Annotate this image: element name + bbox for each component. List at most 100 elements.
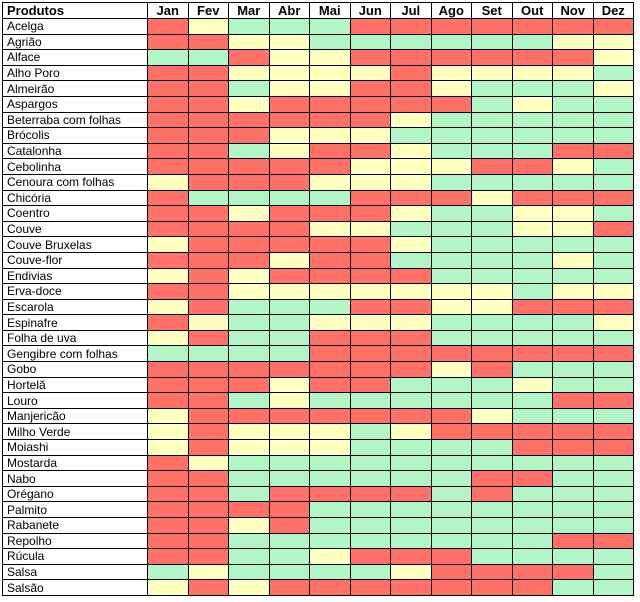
availability-cell <box>268 517 310 534</box>
availability-cell <box>268 189 310 207</box>
produce-month-grid: Produtos Jan Fev Mar Abr Mai Jun Jul Ago Set Out N… <box>2 2 634 596</box>
table-row: Moiashi <box>2 439 634 456</box>
availability-cell <box>511 501 553 518</box>
availability-cell <box>187 49 229 66</box>
availability-cell <box>268 283 310 300</box>
month-header: Fev <box>187 2 229 19</box>
availability-cell <box>390 454 432 472</box>
availability-cell <box>187 127 229 144</box>
availability-cell <box>390 423 432 441</box>
availability-cell <box>552 454 594 472</box>
availability-cell <box>349 236 391 253</box>
product-name: Palmito <box>2 501 148 518</box>
availability-cell <box>511 407 553 425</box>
availability-cell <box>552 579 594 596</box>
availability-cell <box>349 251 391 269</box>
availability-cell <box>268 33 310 51</box>
availability-cell <box>511 485 553 503</box>
availability-cell <box>147 64 189 82</box>
availability-cell <box>430 267 472 285</box>
availability-cell <box>349 95 391 113</box>
availability-cell <box>147 485 189 503</box>
availability-cell <box>592 470 634 487</box>
availability-cell <box>390 376 432 394</box>
availability-cell <box>592 329 634 347</box>
availability-cell <box>552 173 594 191</box>
product-name: Cenoura com folhas <box>2 173 148 191</box>
availability-cell <box>552 485 594 503</box>
availability-cell <box>187 470 229 487</box>
availability-cell <box>511 95 553 113</box>
products-header: Produtos <box>2 2 148 19</box>
availability-cell <box>147 173 189 191</box>
availability-cell <box>187 189 229 207</box>
availability-cell <box>430 205 472 222</box>
availability-cell <box>187 361 229 378</box>
availability-cell <box>471 532 513 550</box>
availability-cell <box>390 142 432 160</box>
availability-cell <box>228 220 270 238</box>
availability-cell <box>430 439 472 456</box>
availability-cell <box>268 205 310 222</box>
availability-cell <box>471 407 513 425</box>
availability-cell <box>147 439 189 456</box>
availability-cell <box>511 423 553 441</box>
month-header: Ago <box>430 2 472 19</box>
availability-cell <box>309 470 351 487</box>
availability-cell <box>228 579 270 596</box>
product-name: Mostarda <box>2 454 148 472</box>
availability-cell <box>268 127 310 144</box>
availability-cell <box>228 95 270 113</box>
availability-cell <box>309 579 351 596</box>
availability-cell <box>268 267 310 285</box>
availability-cell <box>430 329 472 347</box>
availability-cell <box>349 111 391 129</box>
availability-cell <box>268 548 310 565</box>
availability-cell <box>592 49 634 66</box>
availability-cell <box>228 80 270 97</box>
availability-cell <box>552 251 594 269</box>
availability-cell <box>511 18 553 35</box>
availability-cell <box>187 392 229 409</box>
availability-cell <box>511 111 553 129</box>
availability-cell <box>268 329 310 347</box>
table-row: Cebolinha <box>2 158 634 175</box>
product-name: Alface <box>2 49 148 66</box>
availability-cell <box>268 579 310 596</box>
availability-cell <box>268 532 310 550</box>
availability-cell <box>349 532 391 550</box>
month-header: Dez <box>592 2 634 19</box>
availability-cell <box>268 501 310 518</box>
availability-cell <box>511 236 553 253</box>
table-row: Catalonha <box>2 142 634 160</box>
product-name: Alho Poro <box>2 64 148 82</box>
availability-cell <box>390 563 432 581</box>
availability-cell <box>228 563 270 581</box>
availability-cell <box>228 423 270 441</box>
table-row: Folha de uva <box>2 329 634 347</box>
availability-cell <box>511 189 553 207</box>
availability-cell <box>592 517 634 534</box>
table-row: Erva-doce <box>2 283 634 300</box>
availability-cell <box>309 407 351 425</box>
table-row: Couve <box>2 220 634 238</box>
availability-cell <box>390 407 432 425</box>
availability-cell <box>147 314 189 331</box>
availability-cell <box>390 95 432 113</box>
availability-cell <box>430 563 472 581</box>
product-name: Salsa <box>2 563 148 581</box>
availability-cell <box>349 501 391 518</box>
availability-cell <box>309 485 351 503</box>
availability-cell <box>471 345 513 363</box>
availability-cell <box>309 501 351 518</box>
availability-cell <box>228 158 270 175</box>
availability-cell <box>228 314 270 331</box>
availability-cell <box>390 189 432 207</box>
availability-cell <box>309 142 351 160</box>
availability-cell <box>430 376 472 394</box>
availability-cell <box>228 251 270 269</box>
availability-cell <box>187 563 229 581</box>
availability-cell <box>349 49 391 66</box>
availability-cell <box>309 18 351 35</box>
availability-cell <box>187 142 229 160</box>
